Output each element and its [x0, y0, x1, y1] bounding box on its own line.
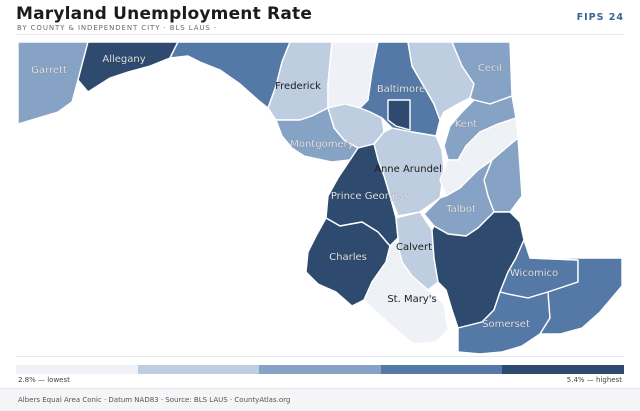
county-label-anne-arundel: Anne Arundel: [374, 164, 442, 175]
county-allegany[interactable]: [77, 41, 179, 93]
county-label-calvert: Calvert: [396, 242, 432, 253]
county-worcester[interactable]: [529, 257, 623, 335]
county-label-cecil: Cecil: [478, 63, 502, 74]
color-legend: [16, 365, 624, 374]
footer-credits: Albers Equal Area Conic · Datum NAD83 · …: [18, 396, 291, 404]
footer-bar: Albers Equal Area Conic · Datum NAD83 · …: [0, 388, 640, 411]
fips-badge: FIPS 24: [576, 12, 624, 23]
map-frame: [16, 34, 624, 357]
legend-min-label: 2.8% — lowest: [18, 376, 70, 384]
county-label-frederick: Frederick: [275, 81, 321, 92]
legend-bin-5: [502, 365, 624, 374]
county-label-garrett: Garrett: [31, 65, 67, 76]
county-baltimore-city[interactable]: [387, 99, 411, 131]
county-label-st-marys: St. Mary's: [387, 294, 436, 305]
legend-bin-1: [16, 365, 138, 374]
county-layer: [17, 41, 623, 355]
county-label-charles: Charles: [329, 252, 367, 263]
county-label-allegany: Allegany: [102, 54, 145, 65]
county-garrett[interactable]: [17, 41, 89, 125]
county-label-montgomery: Montgomery: [290, 139, 353, 150]
county-label-wicomico: Wicomico: [510, 268, 558, 279]
county-label-talbot: Talbot: [445, 204, 476, 215]
legend-max-label: 5.4% — highest: [566, 376, 622, 384]
county-label-baltimore-county: Baltimore: [377, 84, 425, 95]
legend-bin-4: [380, 365, 503, 374]
map-subtitle: BY COUNTY & INDEPENDENT CITY · BLS LAUS …: [17, 24, 217, 32]
legend-bin-3: [259, 365, 381, 374]
county-label-prince-georges: Prince George's: [331, 191, 409, 202]
county-st-marys[interactable]: [363, 237, 449, 345]
county-label-somerset: Somerset: [482, 319, 530, 330]
label-layer: Garrett Allegany Frederick Baltimore Cecil Mo…: [31, 54, 558, 330]
county-label-kent: Kent: [455, 119, 478, 130]
map-title: Maryland Unemployment Rate: [16, 4, 313, 24]
legend-bin-2: [137, 365, 260, 374]
